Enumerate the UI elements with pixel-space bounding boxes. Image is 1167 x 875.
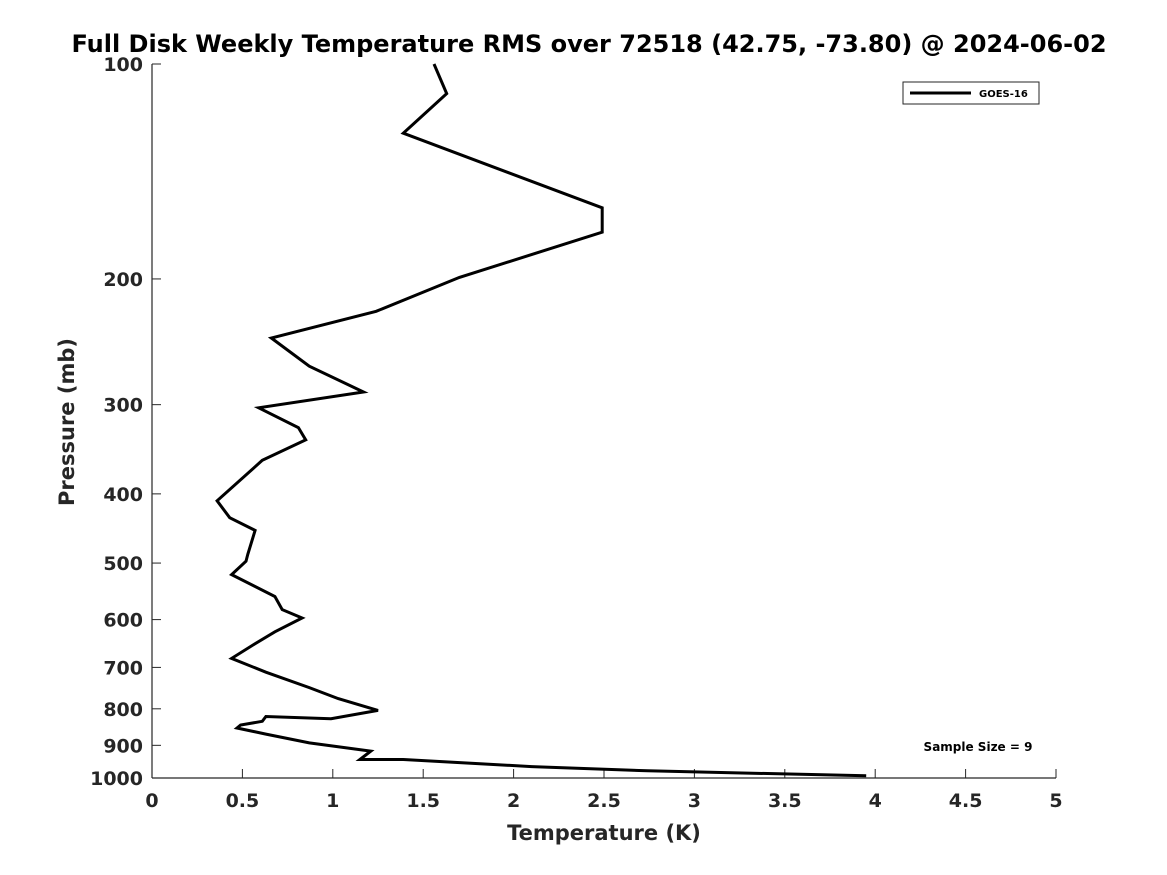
x-tick-labels: 0 0.5 1 1.5 2 2.5 3 3.5 4 4.5 5 (145, 790, 1062, 812)
y-tick-label: 1000 (90, 768, 143, 790)
x-tick-label: 4 (869, 790, 882, 812)
series-layer (215, 63, 867, 778)
x-tick-label: 3 (688, 790, 701, 812)
y-tick-label: 500 (103, 553, 143, 575)
x-tick-label: 2.5 (587, 790, 621, 812)
x-tick-label: 1 (326, 790, 339, 812)
sample-size-annotation: Sample Size = 9 (924, 740, 1033, 754)
y-tick-label: 600 (103, 610, 143, 632)
chart-title: Full Disk Weekly Temperature RMS over 72… (71, 30, 1106, 58)
y-tick-label: 400 (103, 484, 143, 506)
y-tick-label: 700 (103, 657, 143, 679)
y-tick-label: 900 (103, 735, 143, 757)
y-tick-labels: 100 200 300 400 500 600 700 800 900 1000 (90, 54, 143, 790)
y-axis-label: Pressure (mb) (55, 338, 79, 506)
y-tick-label: 200 (103, 269, 143, 291)
x-tick-label: 0 (145, 790, 158, 812)
legend: GOES-16 (902, 81, 1040, 105)
y-tick-label: 100 (103, 54, 143, 76)
x-axis-label: Temperature (K) (507, 821, 701, 845)
x-tick-label: 2 (507, 790, 520, 812)
x-tick-label: 5 (1049, 790, 1062, 812)
y-tick-label: 300 (103, 395, 143, 417)
x-tick-label: 3.5 (768, 790, 802, 812)
legend-label-goes-16: GOES-16 (979, 89, 1028, 100)
y-tick-label: 800 (103, 699, 143, 721)
x-tick-label: 0.5 (226, 790, 260, 812)
x-tick-label: 4.5 (949, 790, 983, 812)
x-tick-label: 1.5 (406, 790, 440, 812)
series-line-goes-16 (215, 63, 867, 778)
